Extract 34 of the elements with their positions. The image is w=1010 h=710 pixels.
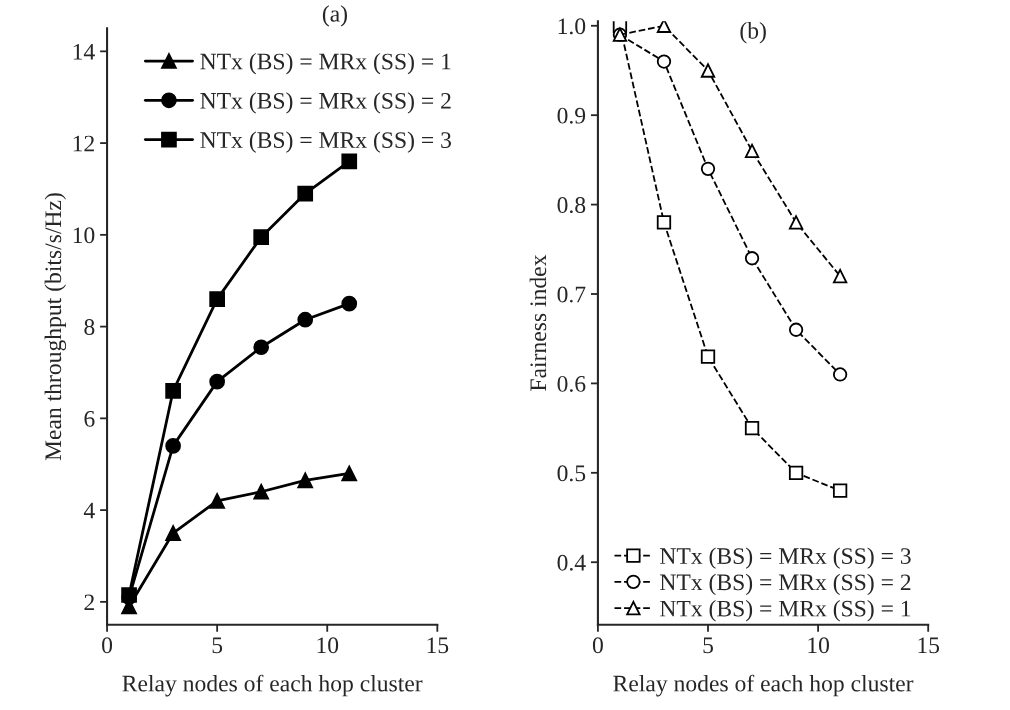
y-tick-label: 4 xyxy=(83,502,95,519)
x-tick-label: 0 xyxy=(102,637,113,654)
x-axis-title: Relay nodes of each hop cluster xyxy=(613,674,914,697)
chart-title: (a) xyxy=(322,5,348,27)
legend-label: NTx (BS) = MRx (SS) = 1 xyxy=(200,52,451,75)
x-tick-label: 10 xyxy=(808,637,830,654)
x-tick-label: 0 xyxy=(592,637,603,654)
x-tick-label: 15 xyxy=(427,637,449,654)
y-tick-label: 0.9 xyxy=(557,107,586,124)
y-tick-label: 10 xyxy=(73,227,95,244)
y-tick-label: 0.5 xyxy=(557,465,586,482)
y-tick-label: 0.6 xyxy=(557,375,586,392)
chart-title: (b) xyxy=(740,22,766,44)
y-tick-label: 14 xyxy=(73,43,95,60)
y-tick-label: 0.7 xyxy=(557,286,586,303)
x-tick-label: 15 xyxy=(918,637,940,654)
legend-label: NTx (BS) = MRx (SS) = 3 xyxy=(660,547,911,569)
legend-label: NTx (BS) = MRx (SS) = 1 xyxy=(660,599,911,622)
y-tick-label: 12 xyxy=(73,135,94,152)
y-tick-label: 6 xyxy=(84,410,95,427)
x-tick-label: 5 xyxy=(703,637,713,654)
y-axis-title: Fairness index xyxy=(529,254,547,391)
legend-label: NTx (BS) = MRx (SS) = 2 xyxy=(200,92,451,114)
y-tick-label: 8 xyxy=(84,319,95,336)
y-tick-label: 2 xyxy=(84,594,94,611)
x-tick-label: 5 xyxy=(212,637,223,654)
y-tick-label: 1.0 xyxy=(558,18,586,35)
y-tick-label: 0.4 xyxy=(557,554,586,571)
y-axis-title: Mean throughput (bits/s/Hz) xyxy=(44,193,67,461)
x-axis-title: Relay nodes of each hop cluster xyxy=(122,674,423,697)
y-tick-label: 0.8 xyxy=(557,197,586,214)
x-tick-label: 10 xyxy=(317,637,339,654)
legend-label: NTx (BS) = MRx (SS) = 3 xyxy=(200,131,451,153)
legend-label: NTx (BS) = MRx (SS) = 2 xyxy=(660,573,911,596)
